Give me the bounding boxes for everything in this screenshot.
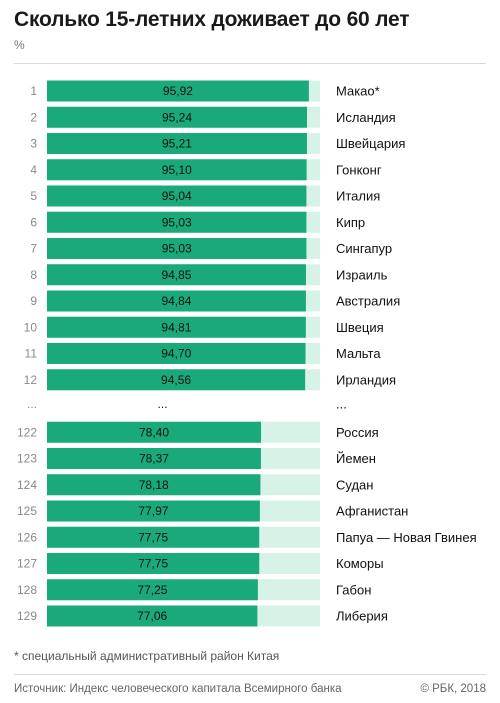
bar (47, 500, 260, 522)
chart-title: Сколько 15-летних доживает до 60 лет (14, 8, 410, 31)
footnote: * специальный административный район Кит… (14, 649, 280, 663)
ellipsis-value: ... (158, 397, 168, 411)
category-label: Кипр (336, 215, 365, 230)
rank-label: 123 (17, 452, 37, 466)
data-label: 77,25 (137, 583, 167, 597)
data-label: 95,03 (162, 242, 192, 256)
category-label: Исландия (336, 110, 396, 125)
rank-label: 128 (17, 583, 37, 597)
bar (47, 605, 258, 627)
category-label: Коморы (336, 556, 384, 571)
bottom-divider (14, 674, 486, 675)
copyright: © РБК, 2018 (420, 683, 486, 695)
category-label: Макао* (336, 84, 380, 99)
rank-label: 9 (30, 294, 37, 308)
category-label: Ирландия (336, 372, 396, 387)
rank-label: 6 (30, 215, 37, 229)
rank-label: 7 (30, 242, 37, 256)
data-label: 95,10 (162, 163, 192, 177)
rank-label: 11 (25, 347, 38, 361)
bar (47, 343, 306, 364)
bar (47, 290, 306, 312)
rank-label: 122 (17, 425, 37, 439)
data-label: 77,75 (138, 530, 168, 544)
data-label: 95,04 (162, 189, 192, 203)
category-label: Австралия (336, 294, 400, 309)
top-divider (14, 63, 486, 64)
category-label: Габон (336, 582, 371, 597)
bar (47, 185, 307, 207)
rank-label: 8 (30, 268, 37, 282)
rank-label: 129 (17, 609, 37, 623)
data-label: 94,84 (161, 294, 191, 308)
category-label: Либерия (336, 609, 388, 624)
category-label: Судан (336, 477, 373, 492)
data-label: 95,24 (162, 110, 192, 124)
category-label: Афганистан (336, 504, 408, 519)
data-label: 94,85 (161, 268, 191, 282)
category-label: Италия (336, 189, 380, 204)
category-label: Швейцария (336, 136, 405, 151)
bar (47, 474, 261, 496)
rank-label: 12 (24, 373, 38, 387)
category-label: Сингапур (336, 241, 392, 256)
bar (47, 553, 260, 574)
rank-label: 126 (17, 530, 37, 544)
data-label: 94,56 (161, 373, 191, 387)
ellipsis-rank: ... (27, 397, 37, 411)
category-label: Гонконг (336, 162, 382, 177)
data-label: 95,92 (163, 84, 193, 98)
category-label: Папуа — Новая Гвинея (336, 530, 477, 545)
bar (47, 369, 306, 391)
bar (47, 238, 307, 259)
data-label: 77,97 (138, 504, 168, 518)
rank-label: 3 (30, 137, 37, 151)
rank-label: 5 (30, 189, 37, 203)
data-label: 95,03 (162, 215, 192, 229)
category-label: Россия (336, 425, 379, 440)
rank-label: 124 (17, 478, 37, 492)
source-note: Источник: Индекс человеческого капитала … (14, 683, 342, 695)
bar (47, 133, 307, 154)
rank-label: 4 (30, 163, 37, 177)
bar-chart: 1 95,92 Макао* 2 95,24 Исландия 3 95,21 Швейцари… (17, 80, 477, 627)
bar (47, 526, 260, 548)
data-label: 94,70 (161, 347, 191, 361)
data-label: 78,18 (139, 478, 169, 492)
data-label: 78,37 (139, 452, 169, 466)
bar (47, 211, 307, 233)
ellipsis-label: ... (336, 397, 347, 412)
category-label: Йемен (336, 451, 376, 466)
bar (47, 316, 306, 338)
category-label: Швеция (336, 320, 384, 335)
data-label: 78,40 (139, 425, 169, 439)
data-label: 94,81 (161, 320, 191, 334)
bar (47, 448, 261, 469)
rank-label: 1 (30, 84, 37, 98)
bar (47, 421, 262, 443)
rank-label: 2 (30, 110, 37, 124)
bar (47, 80, 309, 102)
category-label: Мальта (336, 346, 381, 361)
data-label: 77,75 (138, 557, 168, 571)
data-label: 77,06 (137, 609, 167, 623)
rank-label: 125 (17, 504, 37, 518)
bar (47, 106, 308, 128)
bar (47, 159, 307, 181)
rank-label: 10 (24, 320, 38, 334)
bar (47, 579, 258, 601)
category-label: Израиль (336, 267, 388, 282)
rank-label: 127 (17, 557, 37, 571)
bar (47, 264, 306, 286)
unit-label: % (14, 38, 25, 52)
data-label: 95,21 (162, 137, 192, 151)
